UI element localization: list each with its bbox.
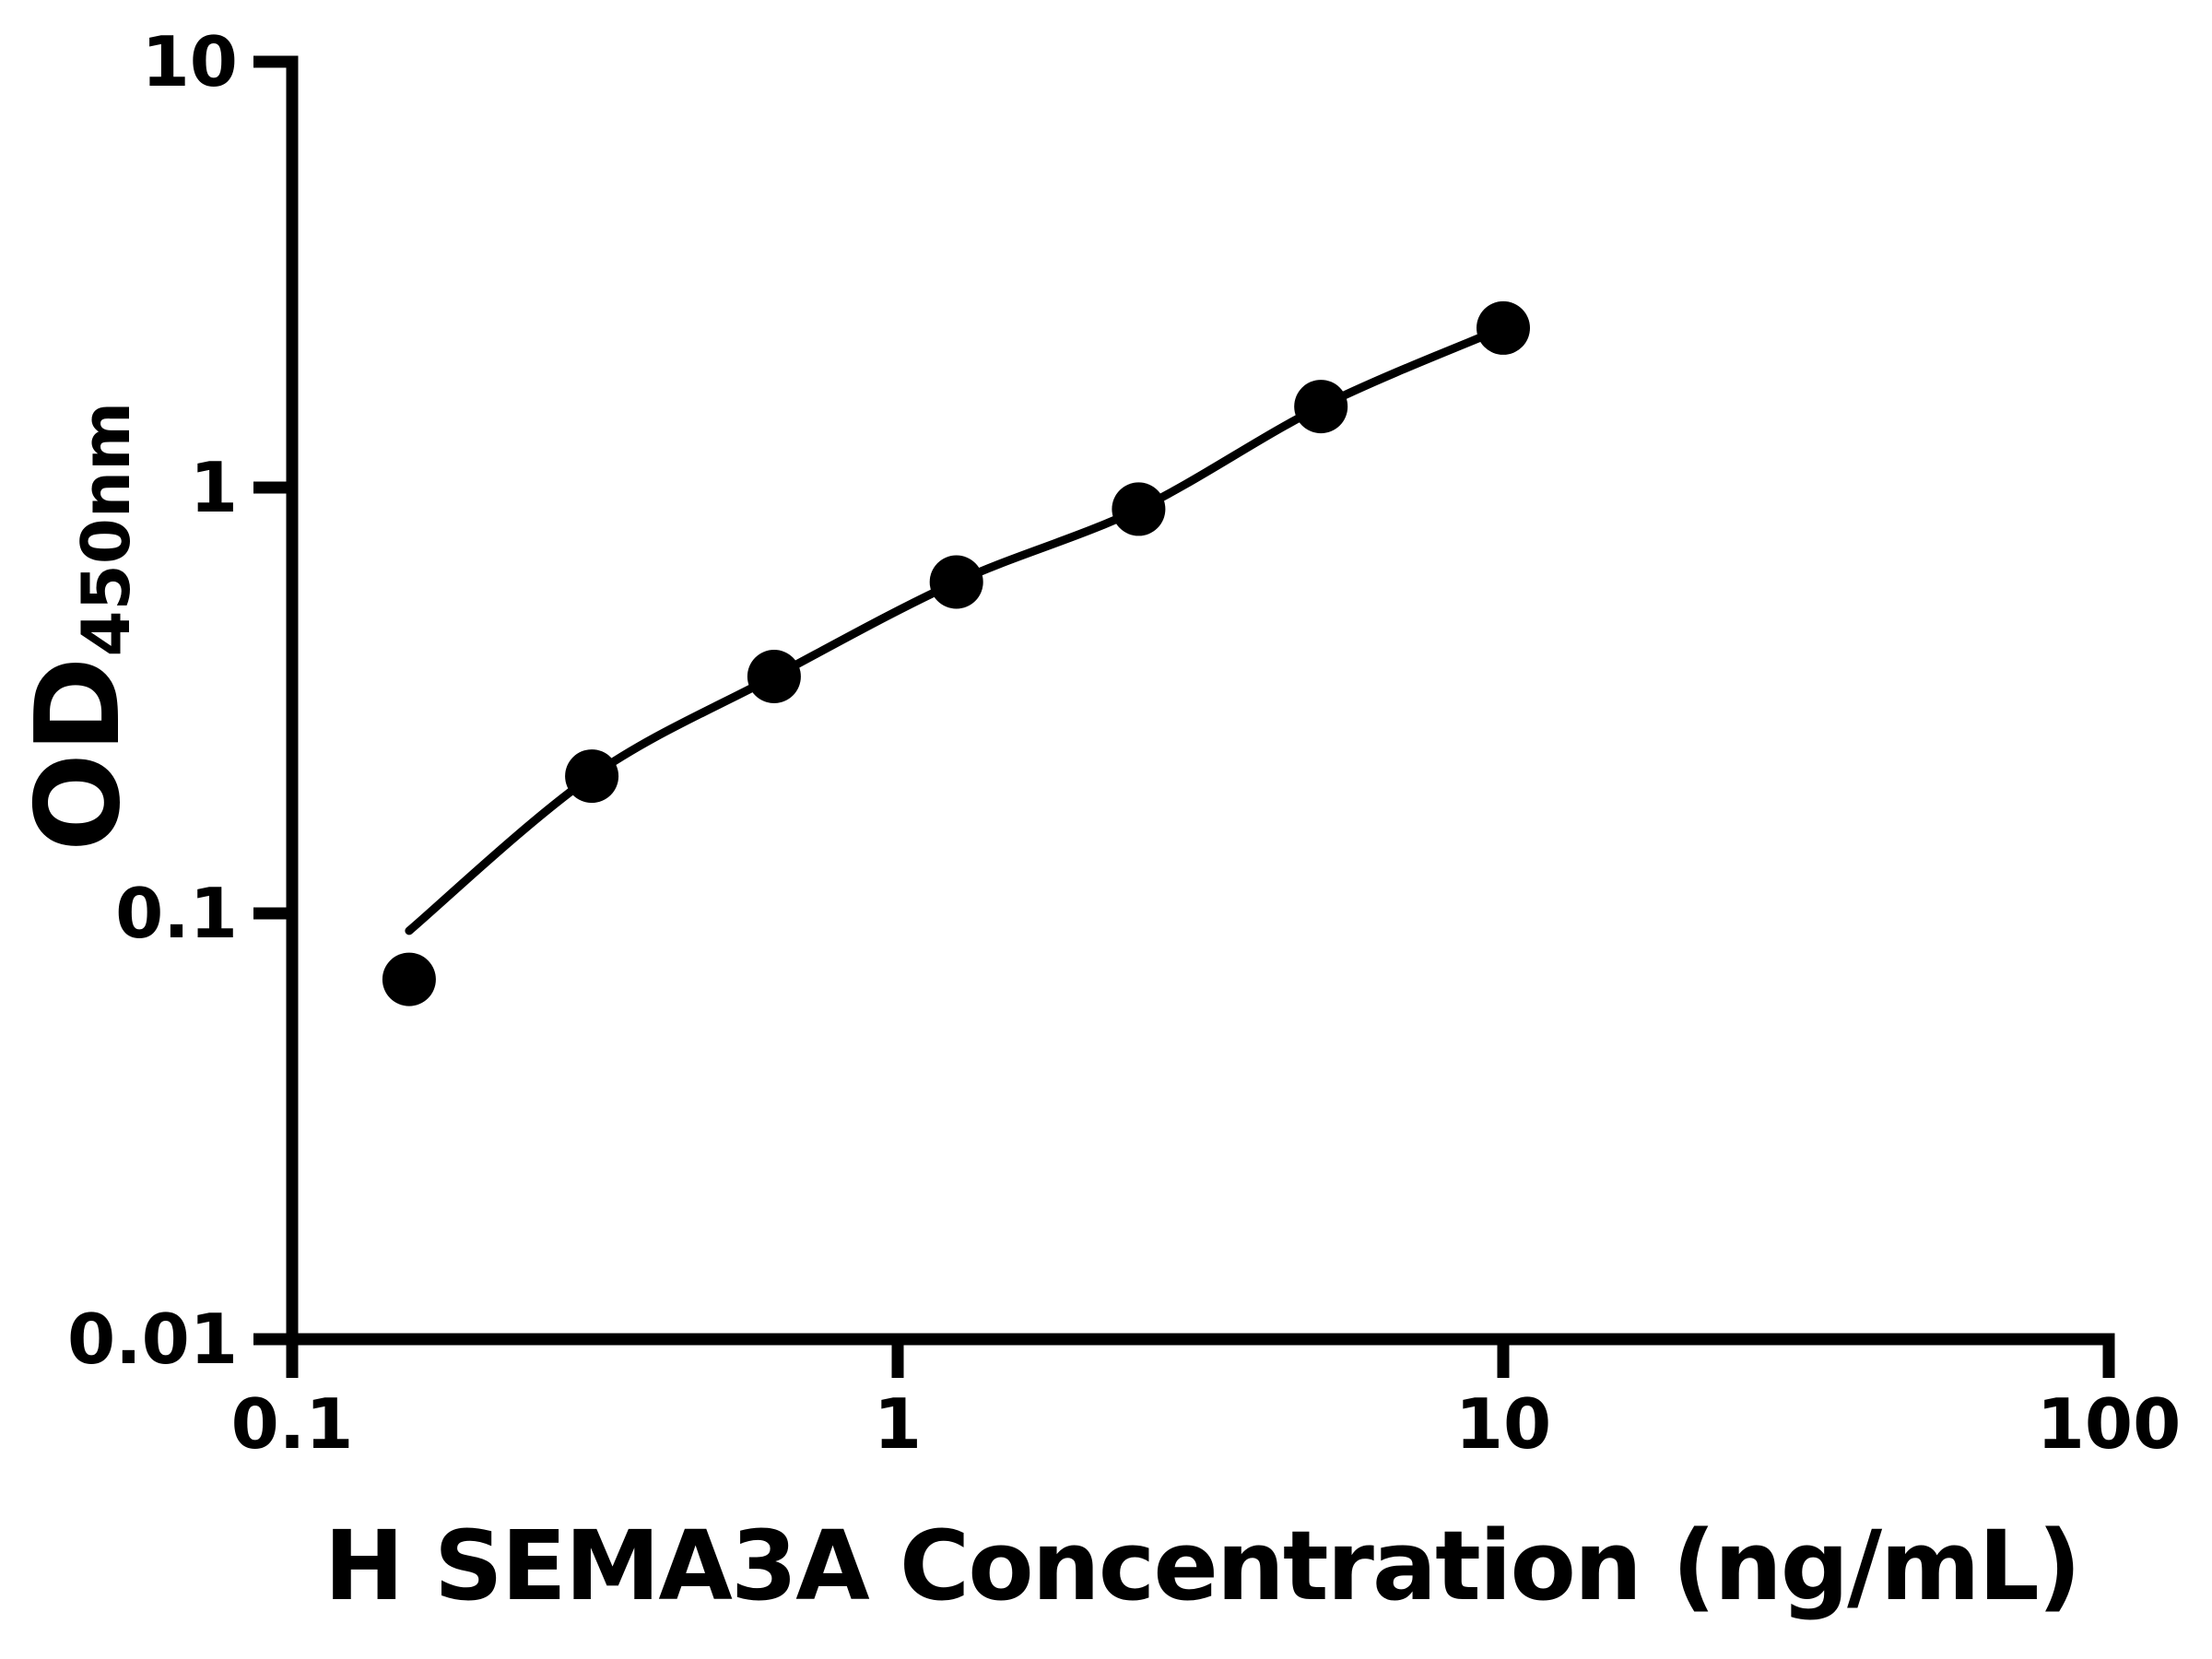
y-axis-title-subscript: 450nm (67, 401, 145, 657)
x-axis-title: H SEMA3A Concentration (ng/mL) (324, 1510, 2082, 1622)
y-tick-label: 0.1 (115, 873, 238, 954)
y-axis-title-main: OD (10, 656, 146, 853)
data-point (747, 650, 801, 703)
data-point (1112, 482, 1166, 536)
data-point (565, 749, 619, 804)
y-tick-label: 10 (142, 21, 238, 102)
y-tick-label: 1 (190, 447, 238, 528)
x-tick-label: 0.1 (231, 1383, 354, 1465)
x-tick-label: 100 (2037, 1383, 2182, 1465)
data-point (1477, 300, 1530, 355)
x-tick-label: 1 (874, 1383, 922, 1465)
y-tick-label: 0.01 (67, 1299, 238, 1380)
data-point (382, 952, 436, 1006)
y-axis-title: OD450nm (0, 341, 157, 912)
x-tick-label: 10 (1455, 1383, 1551, 1465)
data-point (1294, 380, 1348, 434)
data-point (929, 555, 983, 609)
